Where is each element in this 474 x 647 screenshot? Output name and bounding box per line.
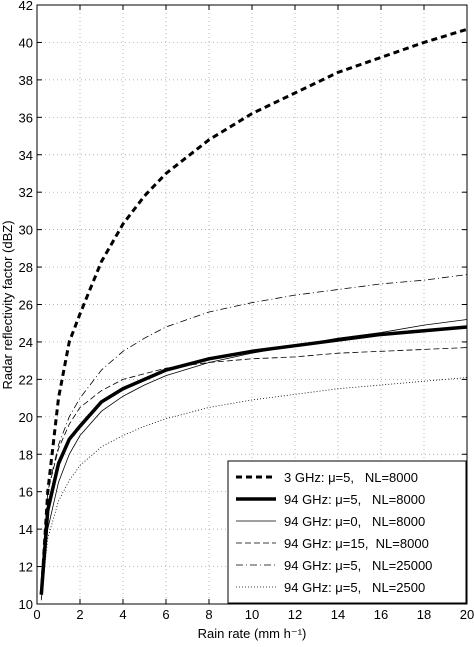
x-tick-label: 20 — [460, 607, 474, 622]
x-tick-label: 8 — [205, 607, 212, 622]
series-line — [40, 319, 468, 601]
legend-label: 94 GHz: μ=15, NL=8000 — [284, 536, 429, 551]
y-tick-label: 40 — [19, 35, 33, 50]
x-tick-label: 4 — [119, 607, 126, 622]
y-tick-label: 22 — [19, 372, 33, 387]
y-tick-label: 18 — [19, 447, 33, 462]
y-tick-label: 20 — [19, 410, 33, 425]
y-tick-label: 34 — [19, 148, 33, 163]
series-line — [40, 377, 468, 599]
series-line — [39, 325, 468, 595]
y-tick-label: 12 — [19, 560, 33, 575]
y-axis-label: Radar reflectivity factor (dBZ) — [0, 220, 15, 389]
x-tick-label: 12 — [288, 607, 302, 622]
y-tick-label: 36 — [19, 110, 33, 125]
x-tick-label: 10 — [245, 607, 259, 622]
series-line — [39, 27, 468, 595]
y-tick-label: 16 — [19, 485, 33, 500]
y-tick-label: 28 — [19, 260, 33, 275]
legend-label: 94 GHz: μ=5, NL=25000 — [284, 558, 432, 573]
x-axis-label: Rain rate (mm h⁻¹) — [198, 626, 307, 641]
x-tick-label: 16 — [374, 607, 388, 622]
y-tick-label: 26 — [19, 298, 33, 313]
legend-label: 3 GHz: μ=5, NL=8000 — [284, 470, 418, 485]
legend-label: 94 GHz: μ=5, NL=8000 — [284, 492, 425, 507]
x-tick-label: 14 — [331, 607, 345, 622]
y-tick-label: 24 — [19, 335, 33, 350]
y-tick-label: 14 — [19, 522, 33, 537]
legend-box — [227, 460, 467, 604]
x-tick-label: 0 — [33, 607, 40, 622]
y-tick-label: 32 — [19, 185, 33, 200]
y-tick-label: 38 — [19, 73, 33, 88]
series-line — [40, 274, 468, 586]
x-tick-label: 18 — [417, 607, 431, 622]
plot-frame — [36, 4, 468, 605]
legend-label: 94 GHz: μ=5, NL=2500 — [284, 580, 425, 595]
legend-label: 94 GHz: μ=0, NL=8000 — [284, 514, 425, 529]
y-tick-label: 42 — [19, 0, 33, 13]
y-tick-label: 10 — [19, 597, 33, 612]
x-tick-label: 2 — [76, 607, 83, 622]
y-tick-label: 30 — [19, 223, 33, 238]
x-tick-label: 6 — [162, 607, 169, 622]
